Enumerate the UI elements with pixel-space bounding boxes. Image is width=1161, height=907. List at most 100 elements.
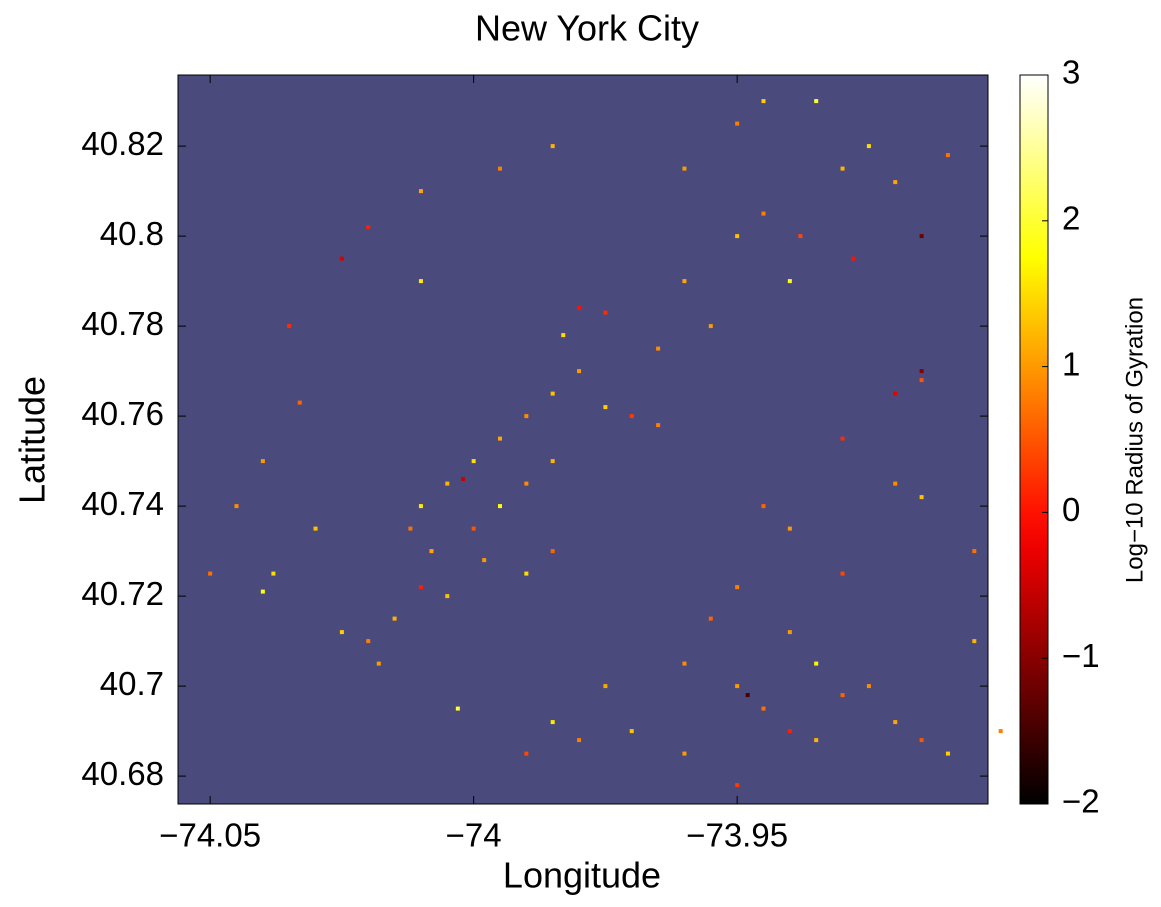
point: [798, 234, 803, 239]
point: [577, 738, 582, 743]
point: [787, 526, 792, 531]
y-axis-label: Latitude: [12, 376, 53, 504]
point: [708, 324, 713, 329]
point: [919, 495, 924, 500]
point: [524, 751, 529, 756]
point: [287, 324, 292, 329]
plot-frame: [177, 74, 989, 805]
y-tick-label: 40.68: [81, 755, 164, 792]
point: [550, 720, 555, 725]
point: [376, 661, 381, 666]
point: [497, 504, 502, 509]
point: [339, 630, 344, 635]
plot-background: [178, 75, 988, 804]
point: [561, 333, 566, 338]
point: [708, 616, 713, 621]
point: [682, 279, 687, 284]
point: [497, 436, 502, 441]
point: [866, 684, 871, 689]
point: [919, 738, 924, 743]
point: [471, 459, 476, 464]
point: [208, 571, 213, 576]
point: [682, 751, 687, 756]
point: [761, 504, 766, 509]
point: [297, 400, 302, 405]
point: [840, 571, 845, 576]
point: [461, 477, 466, 482]
y-tick-label: 40.74: [81, 485, 164, 522]
point: [445, 481, 450, 486]
x-tick-label: −74: [446, 817, 502, 854]
point: [787, 279, 792, 284]
colorbar-tick-label: 1: [1062, 345, 1080, 382]
point: [972, 549, 977, 554]
point: [814, 99, 819, 104]
point: [840, 166, 845, 171]
point: [735, 234, 740, 239]
point: [455, 706, 460, 711]
point: [814, 661, 819, 666]
point: [445, 594, 450, 599]
point: [893, 180, 898, 185]
point: [429, 549, 434, 554]
point: [851, 256, 856, 261]
y-tick-label: 40.76: [81, 395, 164, 432]
point: [787, 729, 792, 734]
point: [840, 693, 845, 698]
point: [418, 585, 423, 590]
x-axis-label: Longitude: [503, 855, 661, 896]
y-tick-label: 40.78: [81, 305, 164, 342]
point: [629, 729, 634, 734]
point: [945, 153, 950, 158]
point: [418, 279, 423, 284]
point: [313, 526, 318, 531]
point: [919, 369, 924, 374]
point: [482, 558, 487, 563]
point: [972, 639, 977, 644]
point: [893, 391, 898, 396]
point: [497, 166, 502, 171]
point: [550, 549, 555, 554]
y-tick-label: 40.72: [81, 575, 164, 612]
y-tick-label: 40.82: [81, 125, 164, 162]
point: [577, 369, 582, 374]
x-tick-label: −73.95: [686, 817, 788, 854]
point: [814, 738, 819, 743]
point: [893, 481, 898, 486]
point: [893, 720, 898, 725]
point: [577, 306, 582, 311]
point: [524, 481, 529, 486]
point: [234, 504, 239, 509]
colorbar-tick-label: −2: [1062, 783, 1100, 820]
point: [745, 693, 750, 698]
point: [524, 571, 529, 576]
x-tick-label: −74.05: [159, 817, 261, 854]
point: [735, 684, 740, 689]
point: [866, 144, 871, 149]
point: [524, 414, 529, 419]
point: [392, 616, 397, 621]
point: [919, 378, 924, 383]
colorbar-tick-label: 0: [1062, 491, 1080, 528]
point: [550, 391, 555, 396]
point: [408, 526, 413, 531]
point: [919, 234, 924, 239]
point: [682, 166, 687, 171]
colorbar: [1019, 74, 1049, 805]
point: [656, 346, 661, 351]
point: [260, 459, 265, 464]
point: [366, 639, 371, 644]
colorbar-tick-label: 2: [1062, 200, 1080, 237]
point: [998, 729, 1003, 734]
point: [339, 256, 344, 261]
point: [603, 684, 608, 689]
point: [366, 225, 371, 230]
y-tick-label: 40.8: [100, 215, 164, 252]
chart-title: New York City: [475, 8, 699, 49]
point: [656, 423, 661, 428]
point: [761, 706, 766, 711]
point: [603, 310, 608, 315]
point: [418, 504, 423, 509]
point: [603, 405, 608, 410]
